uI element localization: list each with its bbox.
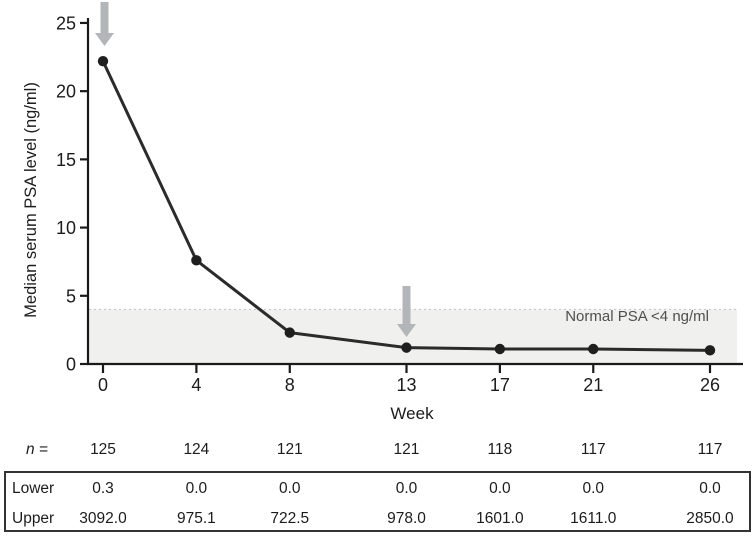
normal-range-band <box>89 309 737 363</box>
lower-value: 0.0 <box>395 480 418 497</box>
lower-value: 0.3 <box>92 480 114 497</box>
lower-value: 0.0 <box>278 480 301 497</box>
x-axis-title: Week <box>390 404 434 423</box>
n-row-label: n = <box>26 441 48 458</box>
upper-row-label: Upper <box>12 510 55 527</box>
table-row-lower: Lower 0.3 0.0 0.0 0.0 0.0 0.0 0.0 <box>0 477 755 501</box>
y-tick-label: 5 <box>66 286 76 306</box>
y-tick-label: 25 <box>56 13 76 33</box>
lower-value: 0.0 <box>489 480 511 497</box>
n-count-value: 117 <box>697 441 723 458</box>
psa-line-chart: 0 5 10 15 20 25 0 4 8 13 17 21 26 Median serum PSA l… <box>22 2 743 423</box>
lower-value: 0.0 <box>185 480 208 497</box>
down-arrow-icon <box>396 286 416 337</box>
data-point <box>588 343 599 355</box>
y-tick-label: 10 <box>56 218 76 238</box>
x-tick-label: 13 <box>396 375 416 395</box>
normal-band-label: Normal PSA <4 ng/ml <box>565 308 709 325</box>
data-point <box>401 342 412 353</box>
table-row-upper: Upper 3092.0 975.1 722.5 978.0 1601.0 1611.0 2… <box>0 507 755 531</box>
n-count-value: 117 <box>580 441 606 458</box>
x-tick-label: 8 <box>285 375 295 395</box>
x-tick-label: 17 <box>490 375 510 395</box>
down-arrow-icon <box>95 2 114 46</box>
upper-value: 1601.0 <box>476 510 524 527</box>
n-count-value: 124 <box>183 441 210 458</box>
upper-value: 2850.0 <box>686 510 734 527</box>
data-point <box>191 255 202 266</box>
n-count-value: 118 <box>487 441 513 458</box>
y-tick-label: 0 <box>66 355 76 375</box>
x-tick-label: 21 <box>583 375 603 395</box>
n-count-row: n = 125 124 121 121 118 117 117 <box>0 438 755 462</box>
y-tick-label: 20 <box>56 82 76 102</box>
x-tick-label: 4 <box>191 375 201 395</box>
lower-value: 0.0 <box>699 480 721 497</box>
upper-value: 975.1 <box>176 510 216 527</box>
range-table-border <box>4 471 751 532</box>
n-count-value: 125 <box>90 441 116 458</box>
data-point <box>97 55 109 67</box>
data-point <box>284 327 295 338</box>
lower-value: 0.0 <box>582 480 605 497</box>
n-count-value: 121 <box>393 441 420 458</box>
data-point <box>494 343 506 355</box>
upper-value: 978.0 <box>387 510 426 527</box>
upper-value: 722.5 <box>270 510 310 527</box>
x-tick-label: 26 <box>700 375 720 395</box>
lower-row-label: Lower <box>12 480 55 497</box>
y-axis-title: Median serum PSA level (ng/ml) <box>22 82 40 318</box>
upper-value: 1611.0 <box>570 510 617 527</box>
x-tick-label: 0 <box>98 375 108 395</box>
n-count-value: 121 <box>276 441 303 458</box>
upper-value: 3092.0 <box>79 510 127 527</box>
data-point <box>704 345 716 356</box>
y-tick-label: 15 <box>56 150 76 170</box>
chart-layers: 0 5 10 15 20 25 0 4 8 13 17 21 26 <box>56 2 743 395</box>
